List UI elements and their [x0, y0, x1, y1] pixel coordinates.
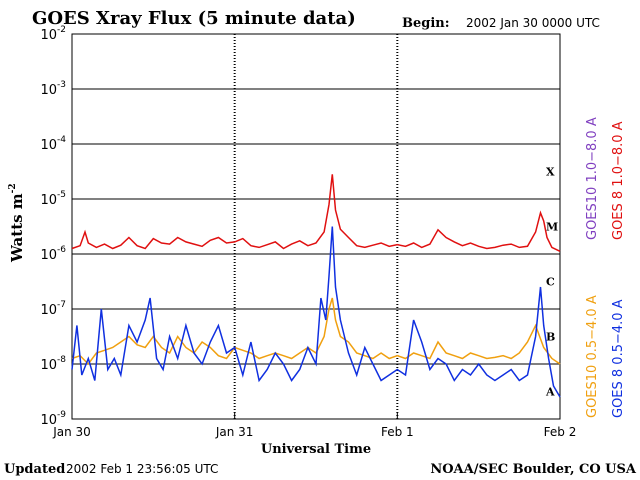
legend-text: GOES10 1.0−8.0 A — [585, 117, 600, 240]
y-tick-exp: -6 — [57, 245, 66, 255]
legend-entry: GOES10 1.0−8.0 A — [585, 117, 600, 240]
y-axis-label-main: Watts m — [8, 193, 26, 263]
series-line — [71, 174, 561, 252]
flare-class-m: M — [546, 221, 558, 234]
y-tick-label: 10-4 — [40, 135, 66, 153]
flare-class-a: A — [545, 386, 555, 399]
chart-title: GOES Xray Flux (5 minute data) — [32, 8, 356, 29]
y-tick-base: 10 — [40, 358, 57, 373]
day-separators — [233, 34, 399, 419]
y-tick-exp: -4 — [57, 135, 66, 145]
y-tick-label: 10-3 — [40, 80, 66, 98]
legend-text: GOES10 0.5−4.0 A — [585, 295, 600, 418]
y-tick-base: 10 — [40, 193, 57, 208]
legend-text: GOES 8 0.5−4.0 A — [611, 299, 626, 418]
updated-value: 2002 Feb 1 23:56:05 UTC — [66, 462, 218, 476]
y-tick-label: 10-2 — [40, 25, 66, 43]
x-tick-labels: Jan 30 Jan 31 Feb 1 Feb 2 — [52, 413, 576, 439]
y-tick-label: 10-7 — [40, 300, 66, 318]
y-axis-label-sup: -2 — [8, 183, 18, 193]
flare-class-c: C — [546, 276, 555, 289]
flare-class-x: X — [546, 166, 555, 179]
legend-text: GOES 8 1.0−8.0 A — [611, 121, 626, 240]
y-tick-exp: -7 — [57, 300, 66, 310]
y-tick-base: 10 — [40, 83, 57, 98]
series-lines — [71, 174, 561, 398]
flare-class-b: B — [546, 331, 555, 344]
y-axis-label: Watts m-2 — [8, 183, 26, 263]
begin-value: 2002 Jan 30 0000 UTC — [466, 16, 600, 30]
x-axis-label: Universal Time — [261, 442, 371, 457]
y-tick-label: 10-9 — [40, 410, 66, 428]
series-line — [71, 226, 561, 398]
series-line — [71, 297, 561, 366]
y-tick-label: 10-8 — [40, 355, 66, 373]
flare-class-labels: X M C B A — [545, 166, 558, 399]
y-tick-label: 10-6 — [40, 245, 66, 263]
y-tick-base: 10 — [40, 248, 57, 263]
updated-label: Updated — [4, 462, 65, 477]
y-tick-labels: 10-210-310-410-510-610-710-810-9 — [40, 25, 66, 428]
begin-label: Begin: — [402, 16, 450, 31]
legend: GOES10 1.0−8.0 A GOES 8 1.0−8.0 A GOES10 0… — [585, 117, 626, 418]
legend-entry: GOES 8 1.0−8.0 A — [611, 121, 626, 240]
legend-entry: GOES 8 0.5−4.0 A — [611, 299, 626, 418]
y-tick-base: 10 — [40, 413, 57, 428]
y-tick-exp: -2 — [57, 25, 66, 35]
y-tick-base: 10 — [40, 28, 57, 43]
y-tick-exp: -3 — [57, 80, 66, 90]
x-tick-label: Jan 30 — [52, 425, 91, 439]
source-credit: NOAA/SEC Boulder, CO USA — [430, 462, 637, 477]
y-tick-base: 10 — [40, 138, 57, 153]
y-tick-label: 10-5 — [40, 190, 66, 208]
x-tick-label: Jan 31 — [215, 425, 254, 439]
y-tick-exp: -5 — [57, 190, 66, 200]
x-tick-label: Feb 1 — [381, 425, 414, 439]
y-tick-base: 10 — [40, 303, 57, 318]
x-tick-label: Feb 2 — [544, 425, 577, 439]
y-tick-exp: -8 — [57, 355, 66, 365]
legend-entry: GOES10 0.5−4.0 A — [585, 295, 600, 418]
y-tick-exp: -9 — [57, 410, 66, 420]
